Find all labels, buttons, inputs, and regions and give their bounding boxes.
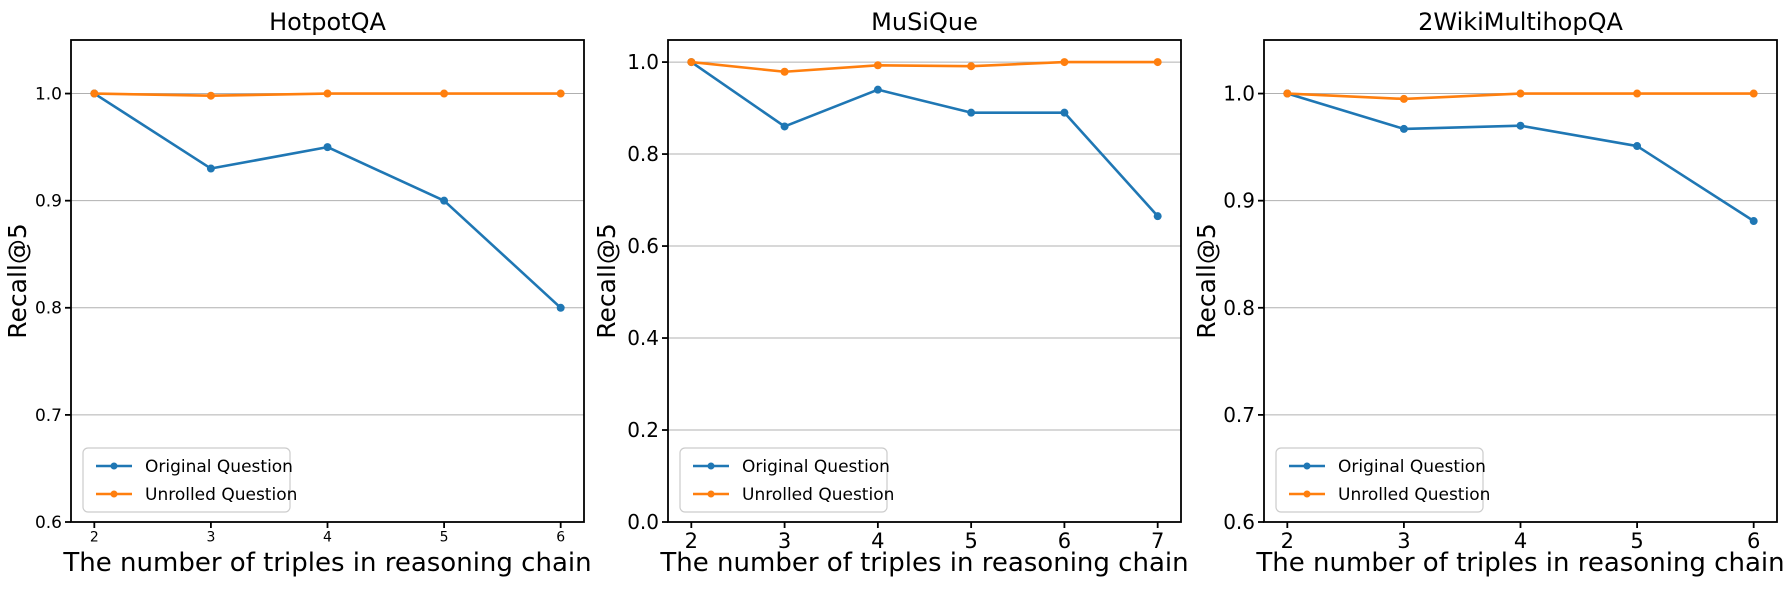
data-point-marker-unrolled-question <box>1283 89 1292 98</box>
chart-title: HotpotQA <box>269 8 386 36</box>
y-tick-label: 0.8 <box>35 299 62 319</box>
data-point-marker-unrolled-question <box>440 89 449 98</box>
legend-marker-unrolled-question <box>1303 490 1311 498</box>
y-axis-label: Recall@5 <box>3 223 32 339</box>
y-tick-label: 0.7 <box>35 406 62 426</box>
subplot-2wikimultihopqa: 2 3 4 5 6 0.6 0.7 0.8 0.9 1.0 Original Question Unr… <box>1193 0 1790 590</box>
data-point-marker-unrolled-question <box>90 89 99 98</box>
legend-box <box>82 447 291 513</box>
x-tick-label: 6 <box>556 529 565 545</box>
x-tick-label: 6 <box>1057 529 1070 553</box>
data-point-marker-unrolled-question <box>1060 58 1069 67</box>
data-point-marker-unrolled-question <box>556 89 565 98</box>
data-point-marker-unrolled-question <box>1153 58 1162 67</box>
series-line-original-question <box>689 60 1159 218</box>
legend-label-unrolled-question: Unrolled Question <box>145 485 297 505</box>
data-point-marker-unrolled-question <box>1516 89 1525 98</box>
data-point-marker-unrolled-question <box>1750 89 1759 98</box>
y-tick-label: 0.8 <box>627 142 659 166</box>
x-tick-label: 3 <box>206 529 215 545</box>
data-point-marker-original-question <box>780 122 789 131</box>
data-point-marker-unrolled-question <box>1633 89 1642 98</box>
data-point-marker-unrolled-question <box>323 89 332 98</box>
legend-label-original-question: Original Question <box>742 457 890 477</box>
x-tick-label: 4 <box>871 529 884 553</box>
x-axis-label: The number of triples in reasoning chain <box>659 548 1188 578</box>
x-tick-label: 4 <box>1514 529 1527 553</box>
legend-marker-original-question <box>707 462 715 470</box>
x-tick-label: 2 <box>90 529 99 545</box>
series-line-unrolled-question <box>689 60 1159 74</box>
y-tick-label: 1.0 <box>627 50 659 74</box>
x-axis-label: The number of triples in reasoning chain <box>1256 548 1785 578</box>
data-point-marker-original-question <box>1750 217 1759 226</box>
legend-label-unrolled-question: Unrolled Question <box>742 485 894 505</box>
x-tick-label: 3 <box>1398 529 1411 553</box>
legend-marker-original-question <box>110 462 118 470</box>
x-tick-label: 4 <box>323 529 332 545</box>
data-point-marker-original-question <box>323 143 332 152</box>
data-point-marker-original-question <box>1060 108 1069 117</box>
legend-box <box>679 447 888 513</box>
legend-marker-unrolled-question <box>707 490 715 498</box>
y-tick-label: 1.0 <box>35 85 62 105</box>
data-point-marker-unrolled-question <box>780 67 789 76</box>
y-tick-label: 0.6 <box>35 513 62 533</box>
x-axis-label: The number of triples in reasoning chain <box>62 548 591 578</box>
chart-canvas-musique: 2 3 4 5 6 7 0.0 0.2 0.4 0.6 0.8 1.0 Original Questio… <box>597 8 1189 578</box>
data-point-marker-original-question <box>1516 121 1525 130</box>
y-tick-label: 0.4 <box>627 326 659 350</box>
subplot-hotpotqa: 2 3 4 5 6 0.6 0.7 0.8 0.9 1.0 Original Question Unr… <box>0 0 597 590</box>
data-point-marker-unrolled-question <box>206 91 215 100</box>
y-tick-label: 0.9 <box>1224 189 1256 213</box>
data-point-marker-original-question <box>1153 212 1162 221</box>
y-tick-label: 0.0 <box>627 510 659 534</box>
legend-marker-original-question <box>1303 462 1311 470</box>
y-tick-label: 0.6 <box>1224 510 1256 534</box>
y-tick-label: 0.9 <box>35 192 62 212</box>
y-tick-label: 0.8 <box>1224 296 1256 320</box>
data-point-marker-unrolled-question <box>686 58 695 67</box>
x-tick-label: 2 <box>1281 529 1294 553</box>
y-axis-label: Recall@5 <box>1193 223 1221 339</box>
legend-label-unrolled-question: Unrolled Question <box>1338 485 1490 505</box>
x-tick-label: 7 <box>1151 529 1164 553</box>
x-tick-label: 6 <box>1747 529 1760 553</box>
chart-canvas-2wikimultihopqa: 2 3 4 5 6 0.6 0.7 0.8 0.9 1.0 Original Question Unr… <box>1193 8 1785 578</box>
legend-label-original-question: Original Question <box>1338 457 1486 477</box>
legend-marker-unrolled-question <box>110 490 118 498</box>
data-point-marker-original-question <box>966 108 975 117</box>
axis-spine <box>666 39 1182 523</box>
data-point-marker-original-question <box>440 196 449 205</box>
y-tick-label: 0.2 <box>627 418 659 442</box>
x-tick-label: 5 <box>964 529 977 553</box>
legend-box <box>1275 447 1484 513</box>
legend-label-original-question: Original Question <box>145 457 293 477</box>
subplot-musique: 2 3 4 5 6 7 0.0 0.2 0.4 0.6 0.8 1.0 Original Questio… <box>597 0 1194 590</box>
y-axis-label: Recall@5 <box>597 223 621 339</box>
data-point-marker-original-question <box>556 303 565 312</box>
x-tick-label: 3 <box>778 529 791 553</box>
y-tick-label: 0.7 <box>1224 403 1256 427</box>
chart-title: MuSiQue <box>871 8 978 36</box>
data-point-marker-unrolled-question <box>1400 94 1409 103</box>
data-point-marker-unrolled-question <box>966 62 975 71</box>
data-point-marker-unrolled-question <box>873 61 882 70</box>
series-line-original-question <box>1286 92 1756 223</box>
chart-title: 2WikiMultihopQA <box>1418 8 1623 36</box>
x-tick-label: 2 <box>684 529 697 553</box>
data-point-marker-original-question <box>873 85 882 94</box>
x-tick-label: 5 <box>1631 529 1644 553</box>
data-point-marker-original-question <box>1633 142 1642 151</box>
data-point-marker-original-question <box>206 164 215 173</box>
data-point-marker-original-question <box>1400 124 1409 133</box>
x-tick-label: 5 <box>440 529 449 545</box>
y-tick-label: 1.0 <box>1224 82 1256 106</box>
chart-canvas-hotpotqa: 2 3 4 5 6 0.6 0.7 0.8 0.9 1.0 Original Question Unr… <box>3 8 592 578</box>
y-tick-label: 0.6 <box>627 234 659 258</box>
